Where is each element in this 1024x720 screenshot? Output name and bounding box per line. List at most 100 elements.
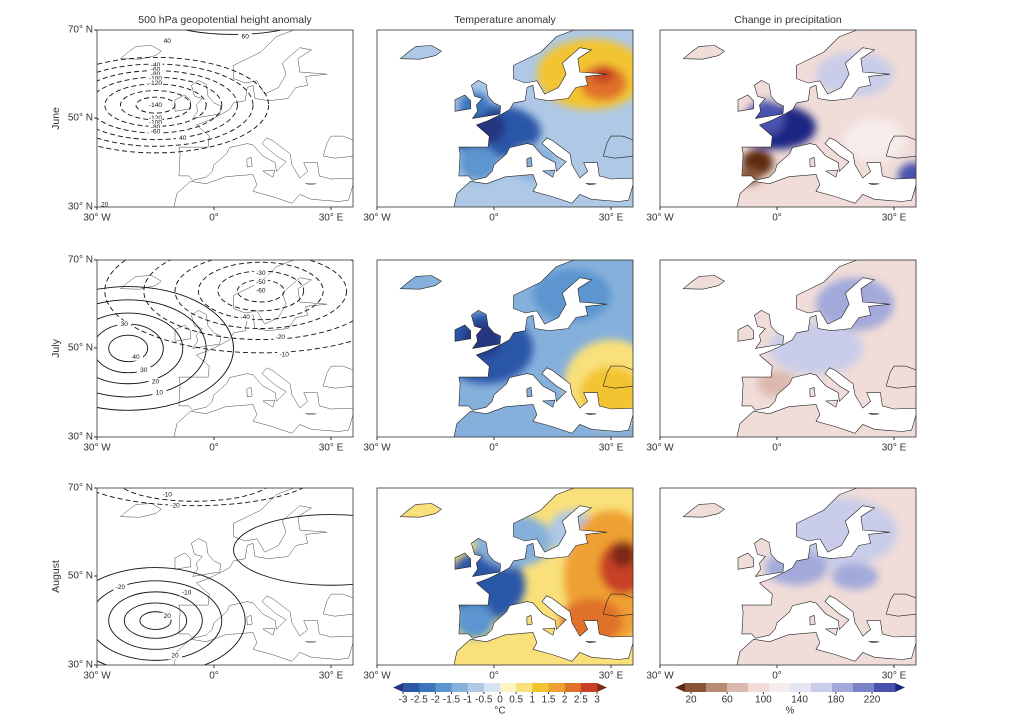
colorbar-label: 2.5: [574, 695, 588, 706]
field-fill: [683, 30, 916, 207]
lon-label: 30° W: [83, 213, 111, 224]
lon-label: 30° W: [646, 671, 674, 682]
contour-line: [97, 56, 270, 154]
colorbar-box: [748, 683, 770, 692]
contour-label-bg: [277, 351, 292, 359]
contour-label: -20: [276, 334, 286, 341]
colorbar-box: [832, 683, 854, 692]
lon-label: 0°: [209, 443, 219, 454]
colorbar-label: 3: [594, 695, 600, 706]
contour-label: -20: [170, 502, 180, 509]
map-panel: [399, 260, 633, 437]
lon-label: 30° E: [319, 443, 344, 454]
contour-label: -60: [256, 288, 266, 295]
coastline: [682, 488, 916, 665]
panel-frame: [376, 487, 634, 666]
map-panel: [682, 30, 916, 207]
contour-label-bg: [148, 378, 163, 386]
anomaly-area: [599, 541, 633, 595]
coastline: [682, 30, 916, 207]
contour-line: [97, 323, 164, 374]
colorbar-box: [532, 683, 549, 692]
map-panel: 6040-40-60-80-100-120-140-120-100-80-604…: [97, 30, 353, 207]
anomaly-area: [474, 514, 553, 568]
map-panel: [399, 488, 633, 665]
contour-label-bg: [136, 367, 151, 374]
contour-label: -80: [151, 124, 161, 131]
map-panel: [682, 488, 916, 665]
contours: 6040-40-60-80-100-120-140-120-100-80-604…: [97, 30, 353, 207]
lat-label: 50° N: [68, 113, 93, 124]
coastline: [399, 488, 633, 665]
contour-line: [97, 70, 238, 141]
lon-label: 0°: [489, 671, 499, 682]
contour-label: 60: [242, 33, 250, 40]
contour-label-bg: [179, 589, 194, 597]
anomaly-area: [745, 594, 809, 630]
colorbar-unit: %: [786, 706, 795, 717]
colorbar-box: [564, 683, 582, 692]
colorbar-label: 140: [791, 695, 808, 706]
colorbar-label: 100: [755, 695, 772, 706]
contour-label-bg: [168, 652, 182, 660]
coastline: [119, 260, 353, 437]
lon-label: 30° W: [646, 213, 674, 224]
contour-label-bg: [148, 123, 163, 131]
contour-line: [97, 312, 184, 385]
lon-label: 30° E: [319, 671, 344, 682]
lat-label: 30° N: [68, 432, 93, 443]
lon-label: 0°: [772, 213, 782, 224]
colorbar-box: [500, 683, 517, 692]
contour-label-bg: [148, 75, 163, 83]
lon-label: 30° E: [319, 213, 344, 224]
contour-label-bg: [238, 313, 253, 321]
colorbar-label: -3: [399, 695, 408, 706]
contour-label: -30: [256, 270, 266, 277]
colorbar-end: [675, 683, 685, 692]
contour-line: [122, 488, 267, 502]
colorbar-end: [393, 683, 403, 692]
panel-frame: [96, 29, 354, 208]
lat-label: 70° N: [68, 25, 93, 36]
contour-label-bg: [117, 320, 132, 328]
colorbar-box: [467, 683, 485, 692]
field: [682, 488, 916, 665]
contour-line: [97, 580, 223, 661]
contour-line: [135, 96, 176, 114]
panel-frame: [659, 487, 917, 666]
anomaly-area: [831, 563, 879, 590]
panel-frame: [659, 259, 917, 438]
contour-label-bg: [168, 502, 182, 510]
contour-label: -40: [151, 62, 161, 69]
anomaly-area: [533, 268, 611, 322]
contour-label: -20: [116, 584, 126, 591]
contour-label: -120: [149, 80, 162, 87]
colorbar-box: [769, 683, 791, 692]
column-title: Change in precipitation: [734, 14, 842, 26]
lat-label: 70° N: [68, 483, 93, 494]
lon-label: 0°: [209, 671, 219, 682]
contour-label: -10: [182, 589, 192, 596]
lon-label: 0°: [489, 213, 499, 224]
panel-frame: [376, 259, 634, 438]
colorbar-label: 1.5: [542, 695, 556, 706]
panel-frame: [659, 29, 917, 208]
lon-label: 0°: [209, 213, 219, 224]
contours: -10 -20 -20 -10 20 20: [97, 488, 353, 665]
contour-line: [197, 261, 324, 321]
contour-label: -100: [149, 120, 162, 127]
coastline: [119, 488, 353, 665]
colorbar-label: -2: [431, 695, 440, 706]
lon-label: 30° W: [83, 671, 111, 682]
contour-label-bg: [253, 278, 268, 286]
panel-frame: [96, 259, 354, 438]
contour-line: [183, 30, 284, 35]
lon-label: 30° E: [599, 443, 624, 454]
contour-label: -50: [256, 279, 266, 286]
contour-label-bg: [148, 66, 163, 74]
anomaly-area: [843, 118, 906, 163]
lon-label: 30° W: [363, 671, 391, 682]
